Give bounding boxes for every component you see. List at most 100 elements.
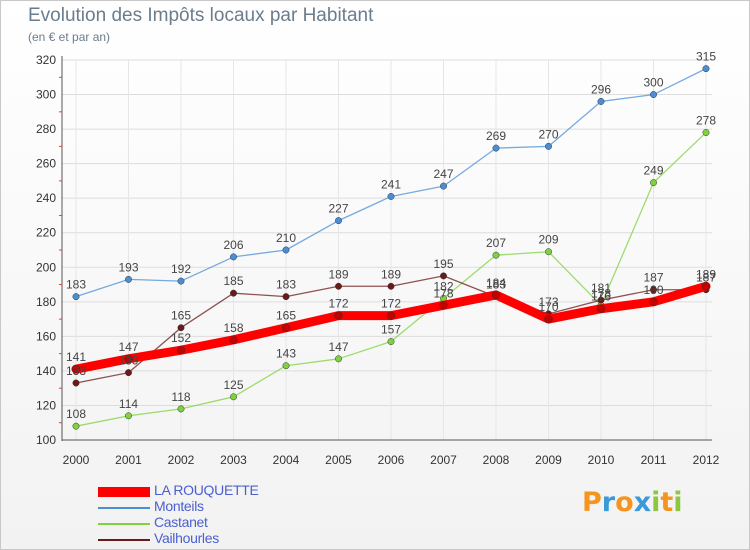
x-tick-label: 2008 — [483, 453, 510, 467]
y-tick-label: 240 — [36, 191, 56, 205]
data-point — [596, 304, 606, 313]
data-point — [177, 277, 185, 285]
data-label: 182 — [433, 279, 453, 293]
data-label: 172 — [381, 297, 401, 311]
data-label: 183 — [276, 278, 296, 292]
data-label: 133 — [66, 364, 86, 378]
proxiti-logo: Proxiti — [582, 487, 683, 518]
y-tick-label: 120 — [36, 398, 56, 412]
legend-swatch — [98, 523, 150, 525]
data-label: 315 — [696, 50, 716, 64]
chart-title: Evolution des Impôts locaux par Habitant — [28, 5, 374, 26]
data-label: 247 — [433, 167, 453, 181]
data-label: 300 — [643, 76, 663, 90]
y-tick-label: 160 — [36, 329, 56, 343]
data-point — [71, 364, 81, 374]
logo-letter: i — [673, 487, 683, 518]
legend-label: Vailhourles — [154, 530, 219, 546]
legend-label: Castanet — [154, 514, 208, 530]
data-point — [650, 286, 657, 294]
data-label: 209 — [538, 233, 558, 247]
logo-letter: P — [582, 487, 602, 518]
data-label: 270 — [538, 127, 558, 141]
data-label: 165 — [276, 309, 296, 323]
data-point — [650, 179, 657, 187]
data-point — [650, 91, 657, 98]
x-tick-label: 2007 — [430, 453, 457, 467]
x-tick-label: 2006 — [378, 453, 405, 467]
data-label: 227 — [328, 202, 348, 216]
data-point — [72, 422, 80, 430]
data-label: 189 — [381, 267, 401, 281]
data-label: 206 — [223, 238, 243, 252]
data-point — [124, 354, 133, 364]
data-point — [125, 369, 132, 377]
y-tick-label: 100 — [36, 433, 56, 447]
data-point — [440, 182, 447, 190]
data-label: 170 — [538, 300, 558, 314]
data-label: 193 — [118, 260, 138, 274]
data-label: 173 — [538, 295, 558, 309]
data-point — [334, 311, 343, 320]
data-label: 195 — [433, 257, 453, 271]
data-point — [439, 301, 448, 310]
data-point — [702, 65, 710, 73]
data-label: 178 — [433, 286, 453, 300]
data-point — [702, 129, 710, 136]
data-point — [386, 311, 396, 320]
data-point — [597, 98, 605, 105]
data-label: 180 — [643, 283, 663, 297]
data-point — [387, 193, 395, 200]
data-point — [176, 345, 186, 355]
data-point — [335, 355, 342, 363]
data-point — [72, 293, 80, 301]
data-label: 152 — [171, 331, 191, 345]
logo-letter: t — [660, 487, 674, 518]
data-point — [282, 246, 290, 254]
data-label: 139 — [118, 354, 138, 368]
data-point — [177, 405, 185, 413]
x-tick-label: 2002 — [168, 453, 195, 467]
y-tick-label: 140 — [36, 364, 56, 378]
data-point — [649, 297, 658, 307]
logo-letter: x — [633, 487, 652, 518]
data-label: 184 — [486, 276, 506, 290]
data-point — [492, 251, 500, 259]
data-label: 125 — [223, 378, 243, 392]
chart-subtitle: (en € et par an) — [28, 30, 111, 44]
data-point — [125, 275, 132, 283]
data-point — [335, 217, 342, 225]
logo-letter: r — [601, 487, 616, 518]
legend-swatch — [98, 539, 150, 541]
data-label: 241 — [381, 177, 401, 191]
data-label: 189 — [328, 267, 348, 281]
data-label: 192 — [171, 262, 191, 276]
y-tick-label: 200 — [36, 260, 56, 274]
data-point — [282, 362, 290, 370]
data-label: 172 — [328, 297, 348, 311]
x-tick-label: 2003 — [220, 453, 247, 467]
data-point — [125, 412, 132, 420]
data-label: 181 — [591, 281, 611, 295]
data-label: 207 — [486, 236, 506, 250]
data-point — [491, 290, 501, 300]
data-point — [545, 248, 552, 256]
data-label: 141 — [66, 350, 86, 364]
logo-letter: o — [615, 487, 634, 518]
x-tick-label: 2012 — [693, 453, 720, 467]
x-tick-label: 2009 — [535, 453, 562, 467]
data-point — [281, 323, 291, 332]
data-point — [387, 338, 395, 345]
data-point — [177, 324, 185, 332]
data-point — [229, 335, 238, 345]
data-label: 147 — [118, 340, 138, 354]
data-label: 108 — [66, 407, 86, 421]
data-point — [701, 282, 711, 291]
x-tick-label: 2004 — [273, 453, 300, 467]
data-point — [230, 289, 237, 297]
data-label: 147 — [328, 340, 348, 354]
data-point — [545, 142, 552, 150]
data-label: 296 — [591, 82, 611, 96]
data-label: 183 — [66, 278, 86, 292]
